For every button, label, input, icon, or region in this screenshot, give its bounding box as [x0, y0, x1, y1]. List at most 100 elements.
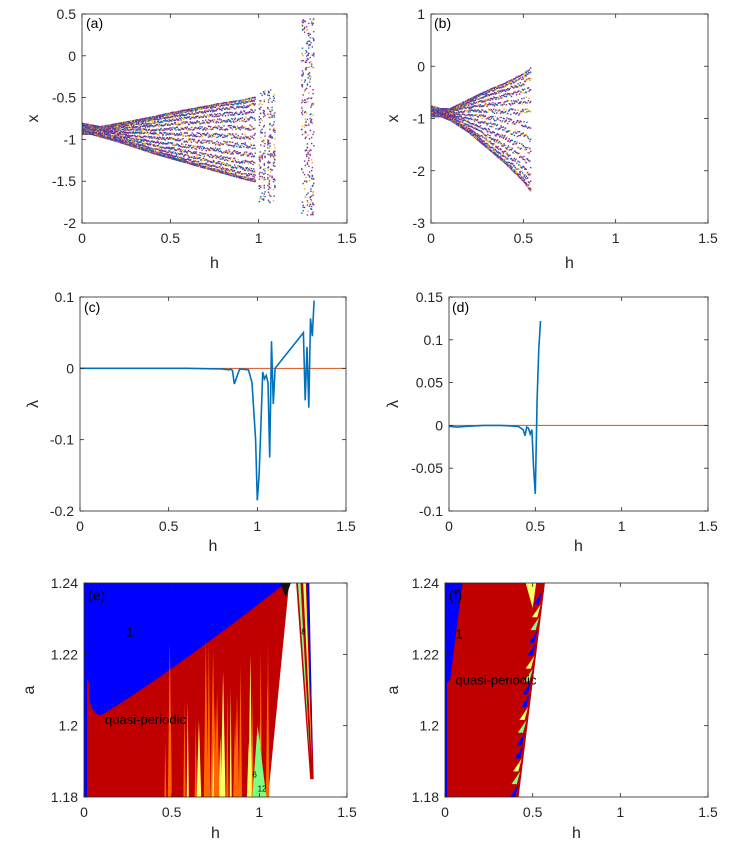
scatter-point [110, 127, 112, 129]
scatter-point [193, 152, 196, 155]
scatter-point [110, 125, 113, 127]
scatter-point [136, 122, 138, 124]
scatter-point [219, 158, 222, 160]
scatter-point [247, 179, 249, 181]
scatter-point [137, 123, 139, 125]
scatter-point [178, 110, 180, 112]
scatter-point [113, 123, 115, 126]
scatter-point [191, 138, 193, 140]
scatter-point [210, 128, 213, 131]
scatter-point [149, 141, 152, 144]
scatter-point [131, 145, 133, 147]
scatter-point [186, 121, 188, 123]
scatter-point [178, 129, 181, 131]
scatter-point [309, 148, 311, 150]
scatter-point [130, 144, 133, 146]
scatter-point [437, 109, 440, 111]
scatter-point [125, 133, 128, 136]
scatter-point [433, 110, 436, 113]
scatter-point [214, 104, 217, 106]
scatter-point [151, 152, 154, 154]
scatter-point [190, 122, 193, 124]
scatter-point [156, 153, 159, 156]
scatter-point [243, 162, 246, 164]
chaotic-region [280, 583, 291, 598]
scatter-point [168, 132, 171, 134]
scatter-point [246, 113, 249, 115]
scatter-point [171, 152, 174, 154]
scatter-point [450, 114, 453, 117]
scatter-point [250, 167, 253, 170]
scatter-point [93, 124, 95, 127]
scatter-point [437, 110, 440, 112]
scatter-point [143, 125, 145, 128]
scatter-point [272, 188, 275, 191]
scatter-point [462, 103, 465, 105]
scatter-point [470, 103, 473, 106]
scatter-point [259, 113, 261, 115]
scatter-point [135, 143, 137, 145]
scatter-point [457, 117, 459, 120]
scatter-point [302, 73, 304, 76]
scatter-point [454, 117, 457, 120]
scatter-point [103, 134, 106, 137]
scatter-point [145, 117, 147, 119]
scatter-point [142, 147, 145, 150]
scatter-point [166, 113, 169, 116]
scatter-point [431, 111, 434, 113]
scatter-point [207, 140, 209, 142]
scatter-point [238, 161, 240, 163]
scatter-point [462, 117, 465, 119]
scatter-point [219, 108, 222, 111]
scatter-point [200, 108, 203, 110]
scatter-point [181, 149, 184, 151]
scatter-point [160, 118, 162, 120]
scatter-point [190, 152, 192, 154]
scatter-point [91, 132, 94, 135]
scatter-point [223, 151, 225, 153]
scatter-point [307, 53, 309, 56]
scatter-point [301, 101, 303, 104]
scatter-point [143, 144, 145, 147]
scatter-point [145, 142, 147, 145]
scatter-point [216, 166, 219, 169]
scatter-point [168, 156, 171, 159]
scatter-point [473, 99, 476, 102]
scatter-point [204, 105, 207, 108]
scatter-point [246, 127, 249, 130]
scatter-point [227, 118, 229, 121]
scatter-point [192, 108, 195, 110]
scatter-point [228, 108, 231, 110]
scatter-point [435, 106, 437, 109]
scatter-point [310, 200, 313, 202]
scatter-point [309, 56, 311, 59]
scatter-point [240, 117, 242, 120]
scatter-point [267, 90, 270, 92]
scatter-point [226, 152, 229, 154]
scatter-point [164, 156, 167, 158]
scatter-point [216, 113, 219, 115]
scatter-point [216, 143, 219, 146]
scatter-point [111, 134, 114, 137]
scatter-point [215, 169, 217, 171]
scatter-point [139, 123, 141, 125]
scatter-point [312, 37, 314, 39]
scatter-point [236, 175, 239, 177]
scatter-point [123, 141, 126, 144]
scatter-point [131, 120, 133, 122]
scatter-point [475, 101, 477, 103]
scatter-point [123, 122, 126, 124]
scatter-point [183, 160, 185, 162]
scatter-point [431, 114, 434, 116]
scatter-point [161, 117, 164, 119]
scatter-point [89, 128, 91, 131]
scatter-point [142, 148, 144, 151]
scatter-point [304, 137, 306, 140]
scatter-point [218, 125, 220, 128]
scatter-point [267, 176, 269, 179]
scatter-point [113, 131, 116, 133]
scatter-point [248, 153, 251, 155]
scatter-point [476, 114, 478, 116]
scatter-point [130, 143, 132, 145]
scatter-point [264, 178, 266, 181]
